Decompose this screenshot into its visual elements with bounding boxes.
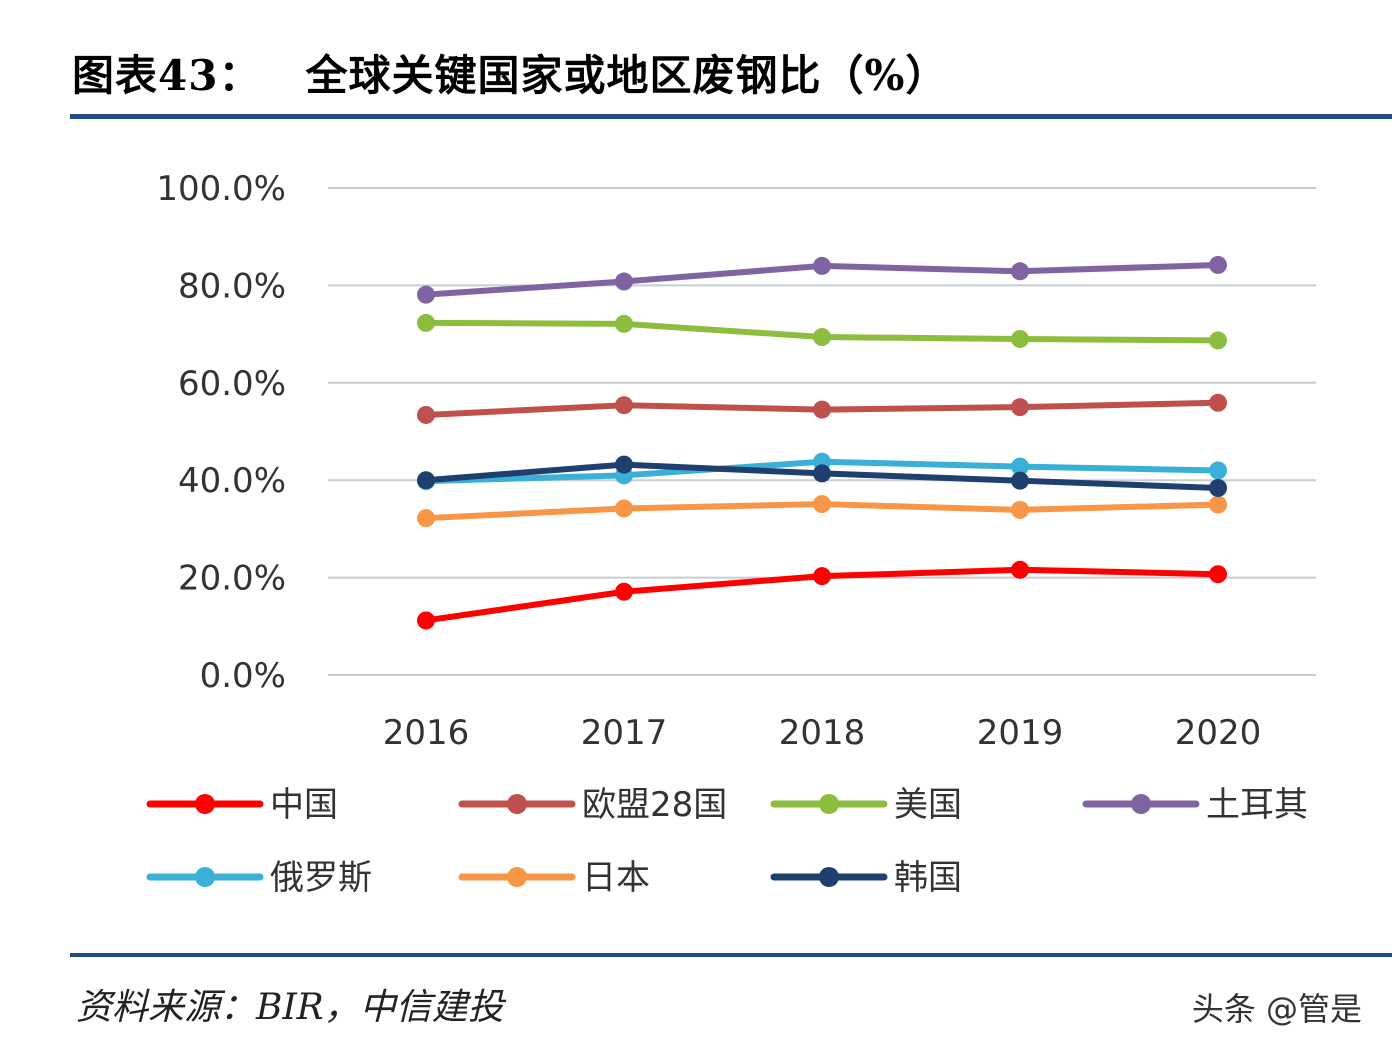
data-point bbox=[417, 313, 435, 332]
data-point bbox=[615, 314, 633, 333]
x-tick-label: 2018 bbox=[779, 713, 866, 753]
data-point bbox=[1011, 471, 1029, 490]
data-point bbox=[1209, 461, 1227, 480]
data-point bbox=[813, 400, 831, 419]
data-point bbox=[417, 509, 435, 528]
data-point bbox=[813, 495, 831, 514]
y-tick-label: 40.0% bbox=[178, 461, 286, 501]
data-point bbox=[1011, 329, 1029, 348]
data-point bbox=[1011, 262, 1029, 281]
legend-label: 韩国 bbox=[894, 858, 962, 898]
x-tick-label: 2016 bbox=[383, 713, 470, 753]
x-tick-label: 2017 bbox=[581, 713, 668, 753]
legend-label: 俄罗斯 bbox=[270, 858, 372, 898]
source-note: 资料来源：BIR，中信建投 bbox=[76, 987, 504, 1028]
y-tick-label: 60.0% bbox=[178, 364, 286, 404]
y-tick-label: 0.0% bbox=[200, 656, 286, 696]
data-point bbox=[615, 272, 633, 291]
legend-marker bbox=[507, 794, 527, 814]
data-point bbox=[417, 285, 435, 304]
data-point bbox=[615, 396, 633, 415]
data-point bbox=[1011, 560, 1029, 579]
data-point bbox=[1209, 393, 1227, 412]
legend-marker bbox=[195, 794, 215, 814]
data-point bbox=[1209, 565, 1227, 584]
y-tick-label: 80.0% bbox=[178, 266, 286, 306]
line-chart: 0.0% 20.0% 40.0% 60.0% 80.0% 100.0% 2016 2017 20… bbox=[146, 169, 1316, 898]
footer-rule bbox=[70, 953, 1392, 957]
y-tick-label: 100.0% bbox=[156, 169, 286, 209]
data-point bbox=[417, 471, 435, 490]
data-point bbox=[417, 405, 435, 424]
data-point bbox=[1209, 495, 1227, 514]
data-point bbox=[1011, 398, 1029, 417]
legend-marker bbox=[819, 794, 839, 814]
data-point bbox=[615, 455, 633, 474]
legend-marker bbox=[819, 867, 839, 887]
legend-label: 欧盟28国 bbox=[582, 785, 727, 825]
data-point bbox=[1011, 457, 1029, 476]
legend-label: 土耳其 bbox=[1206, 785, 1308, 825]
x-tick-label: 2020 bbox=[1175, 713, 1262, 753]
figure-number: 图表43： bbox=[72, 51, 262, 100]
data-point bbox=[1209, 478, 1227, 497]
data-point bbox=[1011, 500, 1029, 519]
legend-label: 美国 bbox=[894, 785, 962, 825]
data-point bbox=[615, 582, 633, 601]
legend-label: 中国 bbox=[270, 785, 338, 825]
legend-marker bbox=[195, 867, 215, 887]
data-point bbox=[1209, 255, 1227, 274]
legend-marker bbox=[507, 867, 527, 887]
x-tick-label: 2019 bbox=[977, 713, 1064, 753]
title-rule bbox=[70, 114, 1392, 119]
data-point bbox=[813, 256, 831, 275]
data-point bbox=[813, 464, 831, 483]
data-point bbox=[1209, 331, 1227, 350]
data-point bbox=[615, 499, 633, 518]
data-point bbox=[813, 567, 831, 586]
legend-label: 日本 bbox=[582, 858, 650, 898]
figure-title: 全球关键国家或地区废钢比（%） bbox=[305, 51, 949, 100]
data-point bbox=[417, 611, 435, 630]
chart-title: 图表43： 全球关键国家或地区废钢比（%） bbox=[72, 42, 948, 103]
legend-marker bbox=[1131, 794, 1151, 814]
y-tick-label: 20.0% bbox=[178, 559, 286, 599]
data-point bbox=[813, 328, 831, 347]
watermark: 头条 @管是 bbox=[1191, 990, 1362, 1028]
